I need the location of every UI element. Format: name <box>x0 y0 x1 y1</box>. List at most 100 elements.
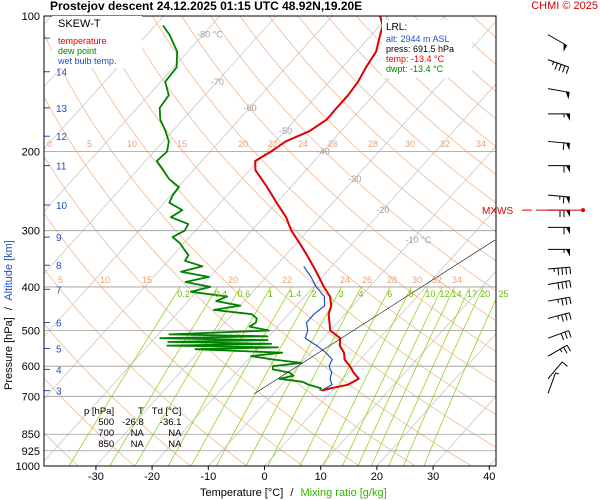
dry-adiabat-line <box>239 16 496 262</box>
isotherm-label: -70 <box>211 77 224 87</box>
table-cell: NA <box>168 439 182 450</box>
isotherm-label: -40 <box>317 146 330 156</box>
wind-barb-feather <box>561 314 564 322</box>
adiabat-label: 20 <box>238 139 248 149</box>
pressure-tick-label: 300 <box>22 226 40 238</box>
wind-barb-feather <box>563 346 568 354</box>
brand-copyright[interactable]: CHMI © 2025 <box>531 0 598 12</box>
wind-barb <box>547 280 572 290</box>
wind-barb-half-feather <box>557 299 559 303</box>
wind-barb-feather <box>558 64 562 72</box>
mixing-ratio-label: 14 <box>452 289 462 299</box>
wind-barb <box>547 330 572 341</box>
wind-barb-feather <box>565 281 568 289</box>
lrl-title: LRL: <box>386 22 408 33</box>
mixing-ratio-label: 1 <box>268 289 273 299</box>
wetbulb-line <box>303 265 333 392</box>
wind-barb-pennant <box>566 165 570 173</box>
pressure-tick-label: 925 <box>22 446 40 458</box>
wind-barb-feather <box>561 281 564 290</box>
isotherm-line <box>208 145 496 466</box>
adiabat-label: 30 <box>412 275 422 285</box>
x-axis-label: Temperature [°C] / Mixing ratio [g/kg] <box>200 487 387 499</box>
wind-barb <box>547 344 571 357</box>
wind-barb-pennant <box>563 43 568 52</box>
table-row: 500 -26.8 -36.1 <box>80 417 185 428</box>
wind-barb-staff <box>547 372 556 394</box>
dry-adiabat-line <box>210 16 496 292</box>
altitude-tick-label: 7 <box>56 285 62 296</box>
isotherm-line <box>44 16 164 150</box>
wind-barb-pennant <box>566 210 570 218</box>
isotherm-line <box>151 83 496 466</box>
x-axis-label-mixing-ratio: Mixing ratio [g/kg] <box>300 487 386 499</box>
wind-barb-staff <box>547 34 568 47</box>
lrl-marker-line <box>253 239 496 395</box>
altitude-tick-label: 3 <box>56 387 62 398</box>
x-axis-label-temperature: Temperature [°C] <box>200 487 283 499</box>
dry-adiabat-line <box>297 16 496 204</box>
isotherm-label: -80 °C <box>197 30 223 40</box>
wind-barb-feather <box>561 361 568 367</box>
pressure-tick-label: 100 <box>22 11 40 23</box>
wind-barb-half-feather <box>551 61 555 66</box>
isotherm-line <box>44 16 277 275</box>
isotherm-line <box>44 16 333 337</box>
wind-barb-feather <box>564 313 568 321</box>
mixing-ratio-label: 3 <box>339 289 344 299</box>
dry-adiabat-line <box>268 16 496 233</box>
wind-barb-feather <box>562 65 566 73</box>
adiabat-label: 28 <box>368 139 378 149</box>
wind-barb-half-feather <box>555 372 559 375</box>
isotherm-line <box>264 208 496 466</box>
altitude-tick-label: 4 <box>56 365 62 376</box>
plot-area <box>44 16 496 466</box>
wind-barb-feather <box>560 333 565 341</box>
wind-barbs: MXWS <box>482 34 585 394</box>
wind-barb-feather <box>568 312 572 320</box>
lrl-pressure: press: 691.5 hPa <box>386 44 455 54</box>
wind-barb-feather <box>557 282 560 290</box>
wind-barb-pennant <box>566 113 570 121</box>
isotherm-label: -20 <box>376 205 389 215</box>
max-wind-marker-dot <box>581 208 585 213</box>
adiabat-label: 26 <box>328 139 338 149</box>
wind-barb-pennant <box>566 227 570 235</box>
wind-barb-staff <box>547 296 570 302</box>
profile-lines <box>155 16 496 395</box>
altitude-tick-label: 12 <box>56 132 68 143</box>
altitude-tick-label: 9 <box>56 233 62 244</box>
temperature-tick-label: -10 <box>200 471 216 483</box>
adiabat-label: 10 <box>100 275 110 285</box>
adiabat-label: 34 <box>476 139 486 149</box>
temperature-tick-label: -20 <box>144 471 160 483</box>
mixing-ratio-label: 6 <box>387 289 392 299</box>
chart-title: Prostejov descent 24.12.2025 01:15 UTC 4… <box>50 0 363 13</box>
mixing-ratio-label: 4 <box>358 289 363 299</box>
wind-barb <box>547 140 570 151</box>
isotherm-line <box>44 16 221 213</box>
lrl-dewpoint: dwpt: -13.4 °C <box>386 64 444 74</box>
lrl-info-box: LRL: alt: 2944 m ASL press: 691.5 hPa te… <box>382 20 472 78</box>
isotherm-label: -30 <box>348 174 361 184</box>
isotherm-line <box>376 333 496 466</box>
wind-barb <box>547 312 572 322</box>
plot-border <box>43 15 497 467</box>
table-cell: -26.8 <box>122 417 144 428</box>
mixing-ratio-label: 25 <box>498 289 508 299</box>
temperature-tick-label: 0 <box>261 471 267 483</box>
wind-barb-feather <box>557 268 560 276</box>
mixing-ratio-label: 17 <box>467 289 477 299</box>
wind-barb <box>547 88 570 100</box>
y-axis-label-pressure: Pressure [hPa] <box>3 317 15 390</box>
mixing-ratio-label: 0.2 <box>177 289 190 299</box>
wind-barb-staff <box>547 266 570 270</box>
wind-barb-pennant <box>565 196 570 204</box>
wind-barb-feather <box>564 331 568 339</box>
wind-barb-feather <box>565 297 568 305</box>
legend: SKEW-T temperature dew point wet bulb te… <box>52 16 142 68</box>
wind-barb-feather <box>569 297 572 305</box>
adiabat-label: 30 <box>405 139 415 149</box>
adiabat-label: 15 <box>177 139 187 149</box>
